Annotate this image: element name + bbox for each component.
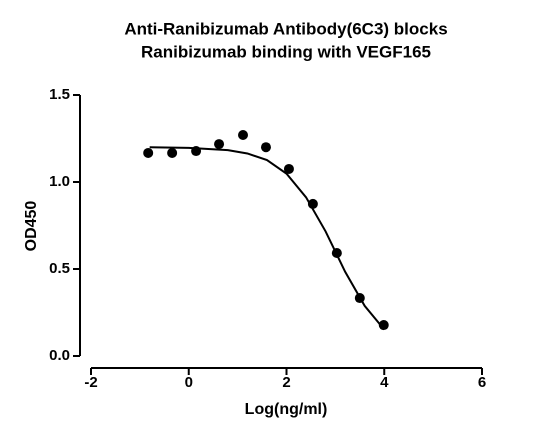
data-point: [283, 163, 294, 174]
x-tick-label: -2: [84, 374, 97, 391]
x-tick-label: 0: [185, 374, 193, 391]
chart-title: Anti-Ranibizumab Antibody(6C3) blocks: [124, 19, 447, 38]
data-point: [191, 146, 202, 157]
data-point: [214, 139, 225, 150]
y-tick-label: 1.5: [49, 86, 70, 103]
data-point: [238, 130, 249, 141]
chart-title: Ranibizumab binding with VEGF165: [141, 42, 431, 61]
data-point: [307, 198, 318, 209]
data-point: [143, 147, 154, 158]
x-tick-label: 6: [478, 374, 486, 391]
y-tick-label: 0.5: [49, 260, 70, 277]
y-axis-title: OD450: [23, 201, 40, 252]
data-point: [331, 247, 342, 258]
y-tick-label: 1.0: [49, 173, 70, 190]
x-tick-label: 2: [282, 374, 290, 391]
data-point: [260, 142, 271, 153]
y-tick-label: 0.0: [49, 347, 70, 364]
data-point: [354, 293, 365, 304]
x-tick-label: 4: [380, 374, 389, 391]
x-axis-title: Log(ng/ml): [245, 401, 328, 418]
fit-curve: [149, 146, 386, 331]
data-point: [378, 320, 389, 331]
data-point: [167, 147, 178, 158]
